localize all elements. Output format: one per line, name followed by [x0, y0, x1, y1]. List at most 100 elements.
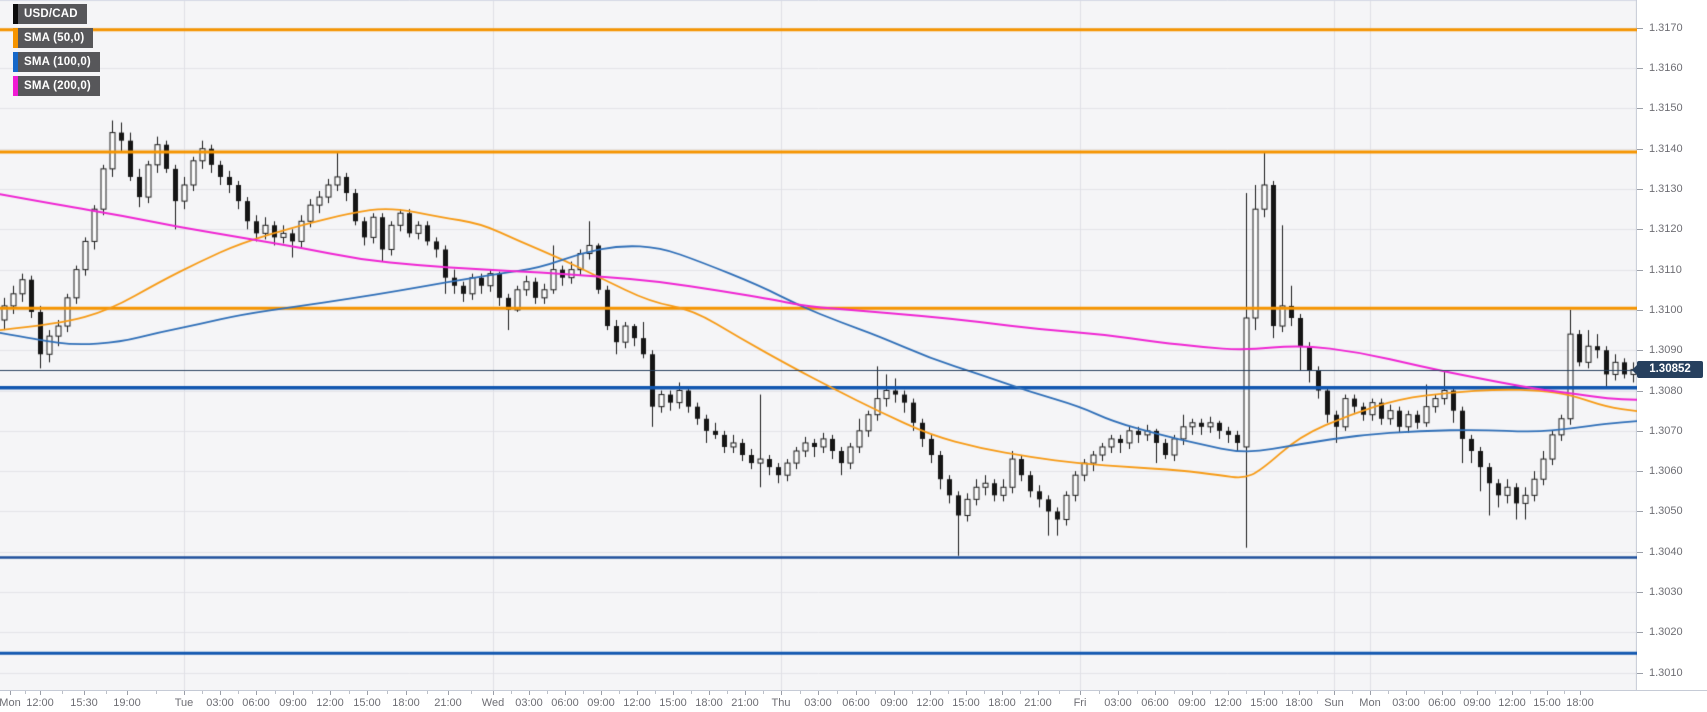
- x-axis-label: 15:00: [353, 697, 381, 709]
- x-axis-tick: [1264, 691, 1265, 695]
- x-axis-tick: [1406, 691, 1407, 695]
- x-axis-tick: [40, 691, 41, 695]
- x-axis-minor-tick: [1316, 691, 1318, 694]
- x-axis-label: 18:00: [695, 697, 723, 709]
- x-axis-minor-tick: [655, 691, 656, 694]
- x-axis-minor-tick: [1136, 691, 1138, 694]
- x-axis-minor-tick: [238, 691, 239, 694]
- x-axis-label: Wed: [481, 697, 505, 709]
- x-axis-minor-tick: [837, 691, 838, 694]
- y-axis-label: 1.3160: [1649, 62, 1683, 75]
- y-axis-tick: [1637, 189, 1643, 191]
- x-axis-tick: [894, 691, 895, 695]
- x-axis-minor-tick: [1246, 691, 1247, 694]
- y-axis-tick: [1637, 592, 1643, 594]
- x-axis-tick: [565, 691, 566, 695]
- x-axis-label: Thu: [771, 697, 791, 709]
- x-axis-minor-tick: [25, 691, 26, 694]
- x-axis-label: 12:00: [26, 697, 54, 709]
- x-axis-minor-tick: [1210, 691, 1211, 694]
- legend-item-sma100[interactable]: SMA (100,0): [13, 52, 100, 72]
- x-axis-label: 09:00: [1178, 697, 1206, 709]
- sma50-color-bar: [13, 28, 18, 48]
- chart-legend: USD/CAD SMA (50,0) SMA (100,0) SMA (200,…: [13, 4, 100, 100]
- x-axis-minor-tick: [1020, 691, 1021, 694]
- x-axis-tick: [256, 691, 257, 695]
- x-axis-label: 12:00: [623, 697, 651, 709]
- x-axis-tick: [367, 691, 368, 695]
- sma50-label: SMA (50,0): [18, 28, 94, 48]
- x-axis-minor-tick: [386, 691, 388, 694]
- x-axis-minor-tick: [348, 691, 350, 694]
- x-axis-tick: [1334, 691, 1335, 695]
- x-axis-label: Mon: [1359, 697, 1381, 709]
- last-price-badge: 1.30852: [1632, 361, 1703, 379]
- x-axis-minor-tick: [948, 691, 949, 694]
- x-axis-minor-tick: [691, 691, 692, 694]
- y-axis-label: 1.3170: [1649, 21, 1683, 34]
- x-axis-tick: [781, 691, 782, 695]
- x-axis-label: 21:00: [731, 697, 759, 709]
- x-axis-minor-tick: [763, 691, 764, 694]
- x-axis-minor-tick: [202, 691, 203, 694]
- x-axis-label: 18:00: [988, 697, 1016, 709]
- x-axis-tick: [1442, 691, 1443, 695]
- x-axis-label: 12:00: [1498, 697, 1526, 709]
- x-axis-tick: [330, 691, 331, 695]
- y-axis-label: 1.3070: [1649, 424, 1683, 437]
- y-axis-tick: [1637, 269, 1643, 271]
- y-axis-label: 1.3030: [1649, 586, 1683, 599]
- legend-item-sma200[interactable]: SMA (200,0): [13, 76, 100, 96]
- x-axis-tick: [184, 691, 185, 695]
- x-axis-tick: [601, 691, 602, 695]
- x-axis-label: 03:00: [206, 697, 234, 709]
- x-axis-label: Fri: [1073, 697, 1087, 709]
- x-axis-minor-tick: [619, 691, 620, 694]
- y-axis-label: 1.3100: [1649, 303, 1683, 316]
- x-axis-tick: [293, 691, 294, 695]
- x-axis-tick: [220, 691, 221, 695]
- x-axis-tick: [1580, 691, 1581, 695]
- x-axis-label: Sun: [1324, 697, 1344, 709]
- y-axis-label: 1.3050: [1649, 505, 1683, 518]
- price-chart-canvas[interactable]: [0, 0, 1637, 690]
- x-axis-tick: [856, 691, 857, 695]
- x-axis-minor-tick: [912, 691, 913, 694]
- x-axis-label: 06:00: [1428, 697, 1456, 709]
- x-axis-tick: [10, 691, 11, 695]
- x-axis-tick: [1512, 691, 1513, 695]
- sma100-color-bar: [13, 52, 18, 72]
- x-axis-minor-tick: [1059, 691, 1060, 694]
- x-axis-tick: [529, 691, 530, 695]
- y-axis-label: 1.3130: [1649, 183, 1683, 196]
- x-axis-tick: [709, 691, 710, 695]
- x-axis-tick: [1192, 691, 1193, 695]
- x-axis-tick: [966, 691, 967, 695]
- y-axis-tick: [1637, 390, 1643, 392]
- price-axis[interactable]: 1.3170 1.3160 1.3150 1.3140 1.3130 1.3120 1.31…: [1637, 0, 1707, 690]
- time-axis[interactable]: Mon 12:00 15:30 19:00 Tue 03:00 06:00 09:00 12:0…: [0, 690, 1707, 712]
- y-axis-label: 1.3020: [1649, 626, 1683, 639]
- x-axis-label: Mon: [0, 697, 21, 709]
- y-axis-tick: [1637, 229, 1643, 231]
- x-axis-label: 12:00: [916, 697, 944, 709]
- x-axis-label: 03:00: [804, 697, 832, 709]
- x-axis-label: 06:00: [242, 697, 270, 709]
- y-axis-tick: [1637, 632, 1643, 634]
- x-axis-minor-tick: [1388, 691, 1389, 694]
- x-axis-minor-tick: [62, 691, 63, 694]
- sma200-label: SMA (200,0): [18, 76, 100, 96]
- x-axis-minor-tick: [274, 691, 276, 694]
- x-axis-minor-tick: [1459, 691, 1461, 694]
- y-axis-label: 1.3040: [1649, 545, 1683, 558]
- y-axis-label: 1.3080: [1649, 384, 1683, 397]
- x-axis-label: 03:00: [1104, 697, 1132, 709]
- y-axis-tick: [1637, 672, 1643, 674]
- legend-item-sma50[interactable]: SMA (50,0): [13, 28, 94, 48]
- symbol-badge: USD/CAD: [13, 4, 87, 24]
- y-axis-tick: [1637, 471, 1643, 473]
- x-axis-label: 21:00: [1024, 697, 1052, 709]
- x-axis-tick: [1038, 691, 1039, 695]
- x-axis-minor-tick: [1099, 691, 1100, 694]
- x-axis-minor-tick: [155, 691, 157, 694]
